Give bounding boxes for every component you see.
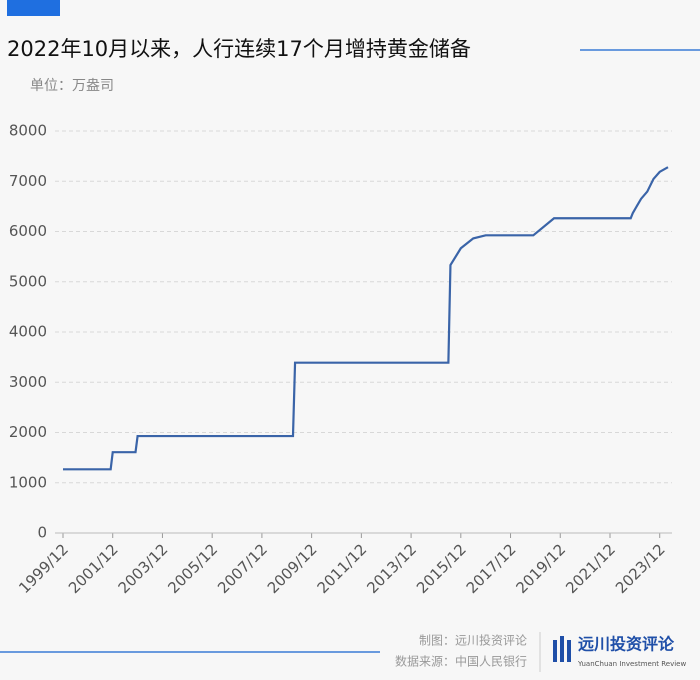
y-tick-label: 6000 <box>9 222 47 240</box>
logo-text: 远川投资评论 <box>578 635 675 654</box>
logo-mark <box>553 636 571 662</box>
y-tick-label: 2000 <box>9 423 47 441</box>
credit: 制图：远川投资评论 <box>419 633 527 648</box>
y-tick-label: 5000 <box>9 272 47 290</box>
y-tick-label: 8000 <box>9 122 47 140</box>
y-tick-label: 3000 <box>9 373 47 391</box>
source: 数据来源：中国人民银行 <box>395 654 527 669</box>
chart-title: 2022年10月以来，人行连续17个月增持黄金储备 <box>7 37 471 61</box>
y-tick-label: 1000 <box>9 473 47 491</box>
y-tick-label: 4000 <box>9 323 47 341</box>
data-line <box>63 166 669 471</box>
y-tick-label: 7000 <box>9 172 47 190</box>
y-tick-label: 0 <box>37 524 47 542</box>
subtitle: 单位：万盎司 <box>30 78 114 94</box>
header-badge <box>7 0 60 16</box>
logo-subtext: YuanChuan Investment Review <box>577 660 686 668</box>
